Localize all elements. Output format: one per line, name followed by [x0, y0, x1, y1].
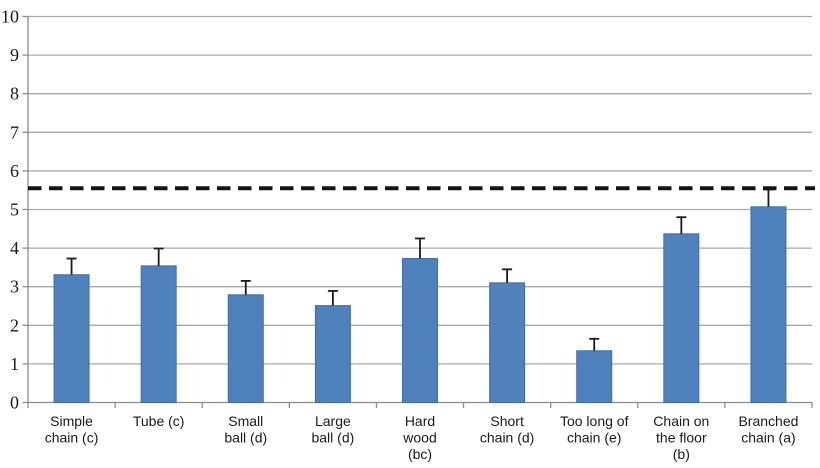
y-tick-label: 7 — [10, 122, 19, 142]
category-label: Small ball (d) — [224, 413, 267, 446]
y-tick-label: 2 — [10, 315, 19, 335]
bar — [663, 233, 700, 403]
category-label: Branched chain (a) — [738, 413, 798, 446]
bar — [576, 350, 613, 403]
category-label: Large ball (d) — [311, 413, 354, 446]
y-tick-label: 10 — [1, 7, 19, 27]
y-tick-label: 8 — [10, 84, 19, 104]
y-tick-label: 3 — [10, 277, 19, 297]
y-tick-label: 0 — [10, 393, 19, 413]
category-label: Too long of chain (e) — [560, 413, 629, 446]
bar — [227, 294, 264, 403]
category-label: Hard wood (bc) — [402, 413, 436, 462]
bar — [402, 258, 438, 403]
y-tick-label: 9 — [10, 45, 19, 65]
bar — [140, 265, 177, 403]
bar — [750, 206, 787, 403]
bar — [489, 282, 526, 403]
y-tick-label: 4 — [10, 238, 19, 258]
y-tick-label: 1 — [10, 354, 19, 374]
bar — [314, 305, 351, 404]
category-label: Tube (c) — [133, 413, 185, 429]
category-label: Chain on the floor (b) — [653, 413, 709, 462]
y-tick-label: 6 — [10, 161, 19, 181]
y-tick-label: 5 — [10, 200, 19, 220]
bar — [53, 274, 90, 404]
category-label: Short chain (d) — [480, 413, 534, 446]
category-label: Simple chain (c) — [45, 413, 99, 446]
